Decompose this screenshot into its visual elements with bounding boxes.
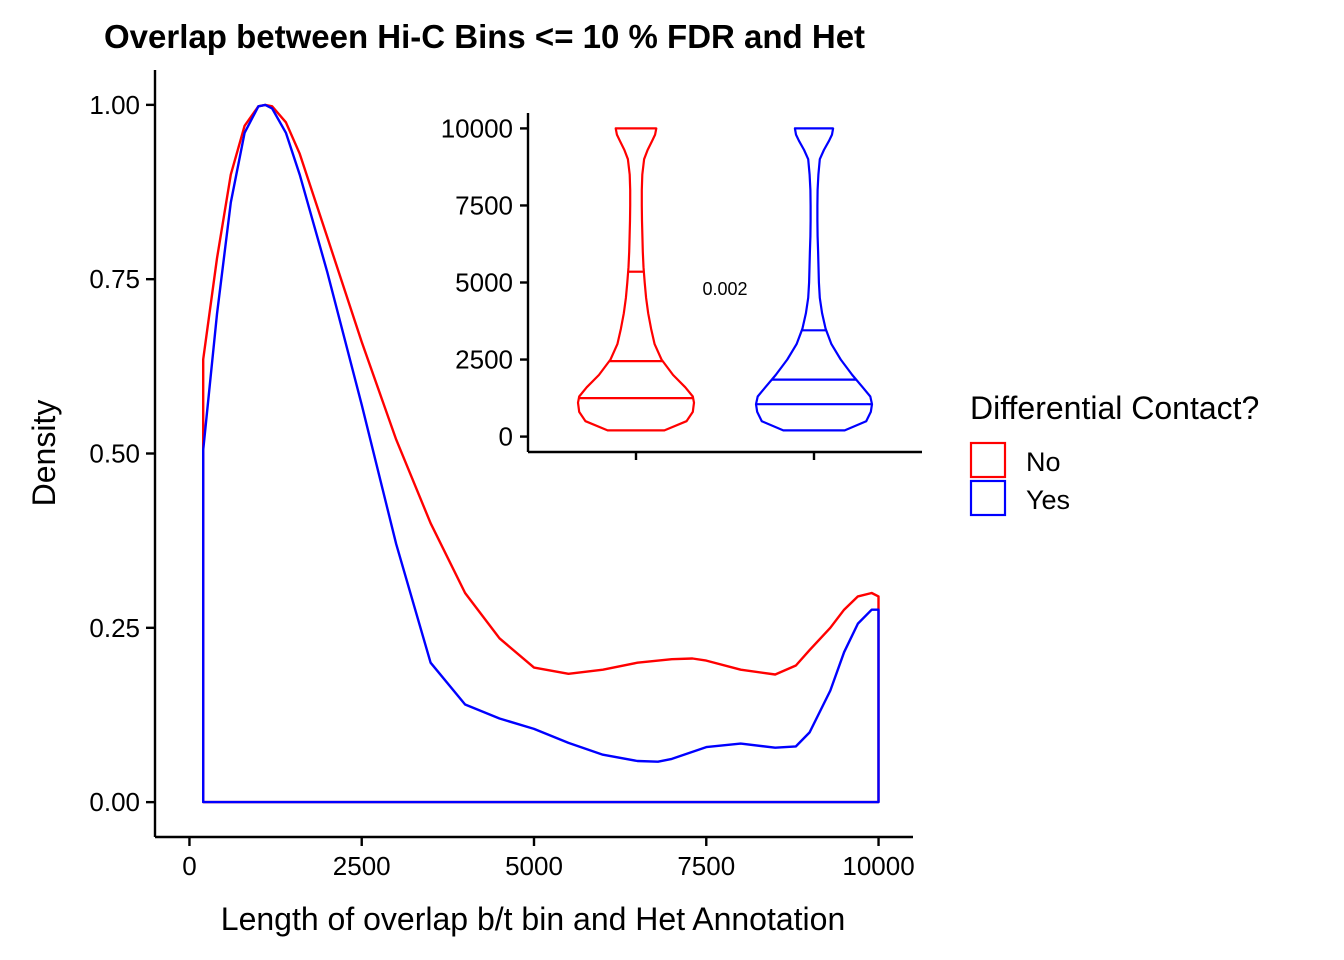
inset-y-tick-label: 10000 bbox=[441, 113, 513, 143]
inset-violin-group bbox=[576, 127, 874, 432]
y-tick-label: 0.50 bbox=[89, 439, 140, 469]
legend-label: Yes bbox=[1026, 485, 1070, 515]
y-tick-label: 0.25 bbox=[89, 613, 140, 643]
inset-y-tick-label: 2500 bbox=[455, 345, 513, 375]
legend: Differential Contact? No Yes bbox=[969, 390, 1259, 517]
density-line-yes bbox=[202, 103, 880, 804]
x-axis-label: Length of overlap b/t bin and Het Annota… bbox=[221, 901, 845, 937]
legend-swatch-no bbox=[969, 441, 1007, 479]
y-axis-label: Density bbox=[26, 400, 62, 507]
legend-items: No Yes bbox=[969, 441, 1070, 517]
inset-y-tick-label: 5000 bbox=[455, 268, 513, 298]
inset-y-tick-label: 7500 bbox=[455, 190, 513, 220]
y-tick-label: 1.00 bbox=[89, 90, 140, 120]
inset-violin-axes: 0 2500 5000 7500 10000 bbox=[441, 113, 922, 460]
violin-yes bbox=[754, 127, 874, 432]
p-value-annotation: 0.002 bbox=[702, 279, 747, 299]
density-series-group bbox=[202, 103, 880, 804]
density-line-no bbox=[202, 103, 880, 804]
legend-label: No bbox=[1026, 447, 1061, 477]
x-tick-label: 5000 bbox=[505, 851, 563, 881]
main-axes: 0.00 0.25 0.50 0.75 1.00 0 2500 5000 7500 10000 bbox=[89, 70, 915, 881]
inset-y-tick-label: 0 bbox=[499, 422, 513, 452]
violin-no bbox=[576, 127, 696, 432]
x-tick-label: 10000 bbox=[842, 851, 914, 881]
y-tick-label: 0.00 bbox=[89, 787, 140, 817]
x-tick-label: 0 bbox=[182, 851, 196, 881]
chart-title: Overlap between Hi-C Bins <= 10 % FDR an… bbox=[104, 18, 865, 55]
x-tick-label: 2500 bbox=[333, 851, 391, 881]
y-tick-label: 0.75 bbox=[89, 264, 140, 294]
legend-swatch-yes bbox=[969, 479, 1007, 517]
x-tick-label: 7500 bbox=[677, 851, 735, 881]
legend-title: Differential Contact? bbox=[970, 390, 1259, 426]
